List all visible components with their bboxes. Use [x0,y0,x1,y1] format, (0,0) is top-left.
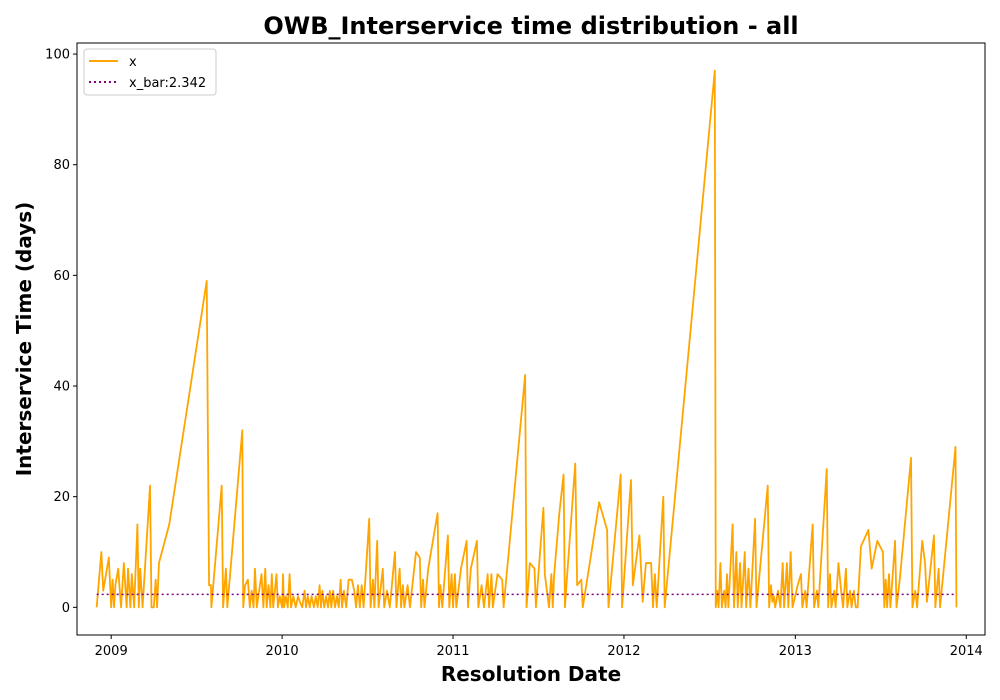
y-tick-label: 0 [62,601,70,616]
series-line-x [95,69,958,609]
x-tick-label: 2011 [436,644,469,659]
x-tick-label: 2013 [779,644,812,659]
x-axis-ticks: 2009 2010 2011 2012 2013 2014 [95,635,983,659]
y-tick-label: 20 [53,490,70,505]
x-tick-label: 2012 [607,644,640,659]
series-layer [95,69,958,609]
y-tick-label: 100 [45,48,70,63]
x-tick-label: 2014 [950,644,983,659]
plot-frame [76,42,986,636]
chart-title: OWB_Interservice time distribution - all [263,12,798,40]
plot-area: 0 20 40 60 80 100 2009 2010 2011 2012 2013 2014 [45,42,986,659]
legend-label-x: x [129,55,137,70]
y-axis-ticks: 0 20 40 60 80 100 [45,48,77,616]
y-tick-label: 40 [53,380,70,395]
legend-label-x-bar: x_bar:2.342 [129,76,206,91]
y-tick-label: 60 [53,269,70,284]
y-tick-label: 80 [53,158,70,173]
x-tick-label: 2009 [95,644,128,659]
y-axis-label: Interservice Time (days) [12,202,36,477]
x-axis-label: Resolution Date [441,662,621,686]
x-tick-label: 2010 [266,644,299,659]
legend: x x_bar:2.342 [83,48,217,96]
